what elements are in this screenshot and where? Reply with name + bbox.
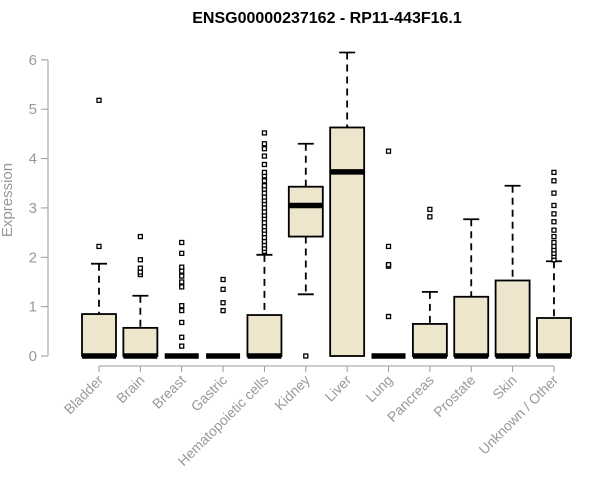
outlier-point bbox=[261, 141, 268, 147]
outlier-point bbox=[137, 265, 144, 271]
x-tick-label: Brain bbox=[113, 372, 147, 406]
x-tick-label: Skin bbox=[489, 372, 520, 403]
outlier-point bbox=[427, 206, 433, 213]
box-breast bbox=[164, 239, 199, 359]
iqr-box bbox=[453, 295, 490, 357]
box-hematopoietic-cells bbox=[246, 130, 283, 359]
outlier-point bbox=[220, 307, 226, 314]
outlier-point bbox=[261, 178, 268, 184]
x-tick-label: Kidney bbox=[271, 372, 313, 414]
box-bladder bbox=[81, 97, 117, 359]
y-axis-label: Expression bbox=[0, 163, 16, 237]
x-tick-label: Prostate bbox=[430, 372, 478, 420]
box-unknown-other bbox=[536, 169, 572, 359]
iqr-box bbox=[536, 317, 572, 357]
outlier-point bbox=[385, 243, 392, 250]
box-pancreas bbox=[411, 206, 448, 359]
outlier-point bbox=[179, 303, 185, 309]
y-tick-label: 2 bbox=[29, 249, 37, 266]
x-tick-label: Bladder bbox=[61, 372, 107, 418]
y-tick-label: 5 bbox=[29, 101, 37, 118]
box-kidney bbox=[287, 142, 324, 359]
outlier-point bbox=[220, 300, 226, 306]
iqr-box bbox=[329, 126, 366, 357]
outlier-point bbox=[179, 264, 185, 270]
outlier-point bbox=[179, 343, 185, 349]
outlier-point bbox=[551, 211, 557, 217]
outlier-point bbox=[385, 148, 392, 154]
iqr-box bbox=[494, 279, 531, 357]
iqr-box bbox=[122, 326, 159, 357]
iqr-box bbox=[411, 323, 448, 357]
outlier-point bbox=[179, 250, 185, 256]
outlier-point bbox=[220, 276, 226, 283]
iqr-box bbox=[81, 313, 117, 357]
outlier-point bbox=[385, 262, 392, 268]
box-lung bbox=[371, 148, 406, 359]
outlier-point bbox=[96, 243, 102, 250]
box-prostate bbox=[453, 218, 490, 359]
outlier-point bbox=[427, 214, 433, 220]
outlier-point bbox=[551, 239, 557, 246]
outlier-point bbox=[261, 153, 268, 159]
outlier-point bbox=[551, 190, 557, 196]
iqr-box bbox=[246, 314, 283, 357]
outlier-point bbox=[179, 334, 185, 340]
x-tick-label: Breast bbox=[149, 372, 189, 412]
outlier-point bbox=[261, 183, 268, 189]
outlier-point bbox=[551, 169, 557, 176]
outlier-point bbox=[179, 307, 185, 314]
box-skin bbox=[494, 184, 531, 359]
outlier-point bbox=[551, 178, 557, 184]
outlier-point bbox=[179, 319, 185, 326]
y-tick-label: 0 bbox=[29, 348, 37, 365]
outlier-point bbox=[303, 353, 309, 359]
plot-area bbox=[81, 51, 572, 359]
outlier-point bbox=[137, 233, 144, 240]
outlier-point bbox=[551, 202, 557, 209]
outlier-point bbox=[551, 233, 557, 240]
outlier-point bbox=[220, 286, 226, 293]
y-axis: 0 1 2 3 4 5 6 bbox=[29, 52, 49, 365]
outlier-point bbox=[261, 169, 268, 176]
box-liver bbox=[329, 51, 366, 357]
outlier-point bbox=[261, 130, 268, 136]
box-gastric bbox=[206, 276, 241, 359]
chart-title: ENSG00000237162 - RP11-443F16.1 bbox=[192, 10, 462, 27]
outlier-point bbox=[261, 161, 268, 168]
outlier-point bbox=[179, 279, 185, 285]
y-tick-label: 4 bbox=[29, 151, 37, 168]
outlier-point bbox=[179, 284, 185, 290]
y-tick-label: 3 bbox=[29, 200, 37, 217]
outlier-point bbox=[551, 219, 557, 225]
outlier-point bbox=[137, 257, 144, 263]
outlier-point bbox=[96, 97, 102, 103]
outlier-point bbox=[551, 227, 557, 233]
x-tick-label: Liver bbox=[322, 372, 355, 405]
iqr-box bbox=[287, 185, 324, 238]
outlier-point bbox=[179, 273, 185, 279]
x-tick-label: Unknown / Other bbox=[475, 372, 561, 458]
y-tick-label: 6 bbox=[29, 52, 37, 69]
x-tick-label: Lung bbox=[362, 372, 395, 405]
y-tick-label: 1 bbox=[29, 299, 37, 316]
outlier-point bbox=[261, 146, 268, 152]
outlier-point bbox=[179, 239, 185, 246]
outlier-point bbox=[385, 313, 392, 320]
box-brain bbox=[122, 233, 159, 359]
